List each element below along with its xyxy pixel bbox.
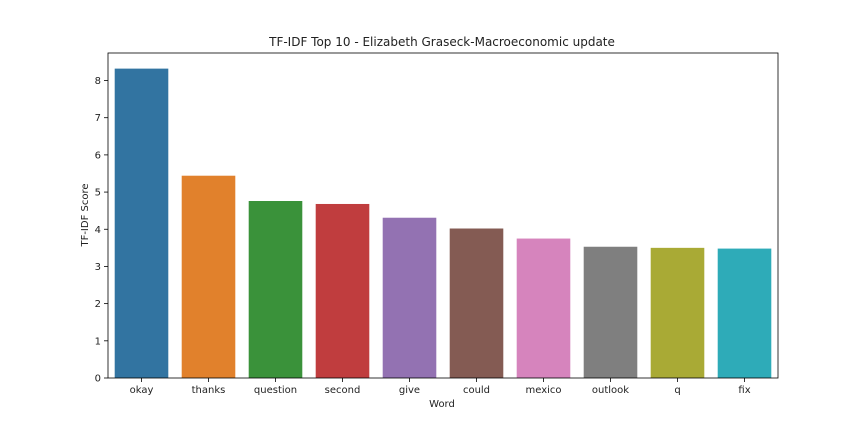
axes-frame bbox=[107, 52, 779, 379]
x-tick-label: question bbox=[254, 385, 297, 396]
bar-outlook bbox=[583, 246, 638, 378]
x-axis-label: Word bbox=[429, 399, 455, 410]
bar-question bbox=[248, 201, 303, 378]
x-tick-label: could bbox=[463, 385, 490, 396]
y-tick-label: 3 bbox=[95, 262, 101, 273]
x-tick-label: outlook bbox=[592, 385, 629, 396]
x-tick-label: give bbox=[399, 385, 420, 396]
bar-thanks bbox=[181, 175, 236, 378]
bar-mexico bbox=[516, 238, 571, 378]
y-tick-label: 2 bbox=[95, 299, 101, 310]
y-tick-label: 4 bbox=[95, 225, 101, 236]
bar-give bbox=[382, 217, 437, 378]
x-tick-label: q bbox=[674, 385, 680, 396]
bar-q bbox=[650, 247, 705, 378]
x-tick-label: mexico bbox=[525, 385, 561, 396]
y-tick-label: 1 bbox=[95, 336, 101, 347]
chart-title: TF-IDF Top 10 - Elizabeth Graseck-Macroe… bbox=[268, 35, 615, 49]
bar-okay bbox=[114, 68, 169, 379]
bar-fix bbox=[717, 248, 772, 378]
plot-area: 0 1 2 3 4 5 6 7 8 okay thanks question second give cou… bbox=[95, 52, 779, 396]
x-tick-label: fix bbox=[738, 385, 750, 396]
x-tick-label: second bbox=[325, 385, 361, 396]
y-axis-label: TF-IDF Score bbox=[80, 183, 91, 247]
bar-could bbox=[449, 228, 504, 378]
x-tick-label: thanks bbox=[192, 385, 226, 396]
bar-second bbox=[315, 203, 370, 378]
y-tick-label: 5 bbox=[95, 188, 101, 199]
y-tick-label: 0 bbox=[95, 374, 101, 385]
y-tick-label: 8 bbox=[95, 76, 101, 87]
y-tick-label: 6 bbox=[95, 150, 101, 161]
x-tick-label: okay bbox=[130, 385, 154, 396]
y-tick-label: 7 bbox=[95, 113, 101, 124]
